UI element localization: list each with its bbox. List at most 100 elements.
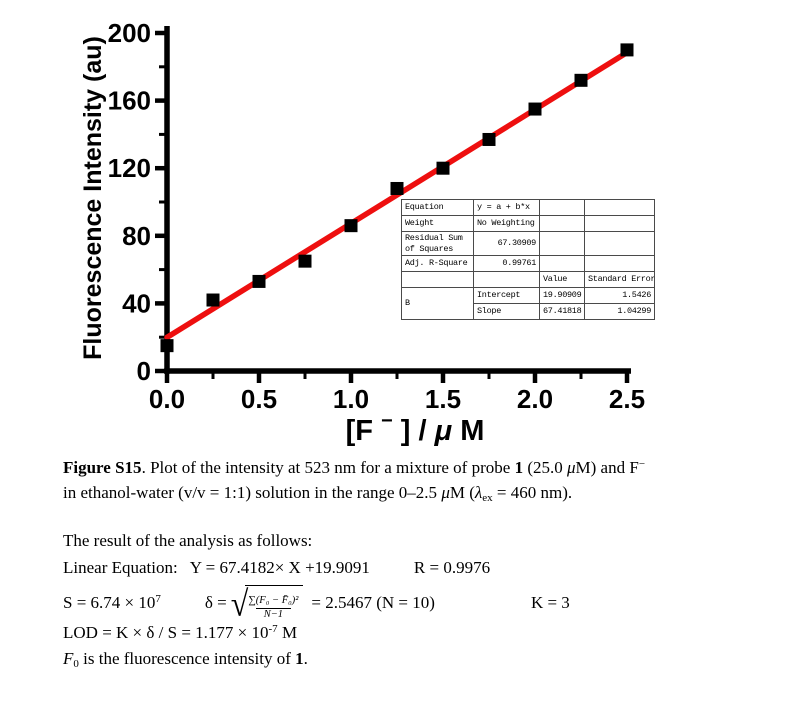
caption-text: . Plot of the intensity at 523 nm for a … xyxy=(141,458,515,477)
caption-text: (25.0 xyxy=(523,458,567,477)
delta-value: = 2.5467 (N = 10) xyxy=(311,593,435,612)
table-cell xyxy=(584,215,655,232)
x-axis-title-part: M xyxy=(460,415,484,447)
data-point-layer xyxy=(160,43,634,353)
radical-sign: √ xyxy=(230,582,249,623)
x-tick-label: 1.0 xyxy=(333,384,369,414)
table-cell: Residual Sum of Squares xyxy=(401,230,474,257)
table-cell xyxy=(539,199,585,216)
table-row: Weight No Weighting xyxy=(401,215,655,232)
caption-text: M ( xyxy=(449,483,475,502)
table-cell xyxy=(473,271,540,289)
table-cell xyxy=(401,271,474,289)
figure-caption: Figure S15. Plot of the intensity at 523… xyxy=(63,452,753,511)
y-tick-label: 200 xyxy=(108,18,151,48)
linear-equation-label: Linear Equation: xyxy=(63,558,178,577)
superscript-minus: − xyxy=(638,458,646,470)
table-cell: No Weighting xyxy=(473,215,540,232)
y-tick-label: 80 xyxy=(122,221,151,251)
lod-exponent: -7 xyxy=(268,623,278,635)
caption-line-2: in ethanol-water (v/v = 1:1) solution in… xyxy=(63,480,753,511)
x-tick-label: 0.0 xyxy=(149,384,185,414)
data-point-marker xyxy=(436,161,450,175)
table-row: B Intercept 19.90909 1.5426 xyxy=(401,287,655,321)
data-point-marker xyxy=(344,219,358,233)
lod-base: LOD = K × δ / S = 1.177 × 10 xyxy=(63,623,269,642)
table-cell: B xyxy=(401,287,474,321)
lambda-symbol: λ xyxy=(474,483,483,502)
sensitivity-value: S = 6.74 × 107 xyxy=(63,593,161,613)
table-row: Slope 67.41818 1.04299 xyxy=(402,303,655,321)
sensitivity-base: S = 6.74 × 10 xyxy=(63,593,156,612)
table-cell xyxy=(539,230,585,257)
delta-lhs: δ = xyxy=(204,593,227,612)
f0-note-text: is the fluorescence intensity of xyxy=(78,649,296,668)
table-cell: Weight xyxy=(401,215,474,232)
f0-note-text: . xyxy=(303,649,308,668)
table-cell: Equation xyxy=(401,199,474,216)
table-cell xyxy=(584,255,655,273)
table-cell xyxy=(584,199,655,216)
axis-tick-labels: 0 40 80 120 160 200 0.0 0.5 1.0 1.5 2.0 2.5 xyxy=(108,18,645,414)
axes xyxy=(164,26,631,374)
data-point-marker xyxy=(528,102,542,116)
square-root-expression: √ ∑(F₀ − F̄₀)² N−1 xyxy=(231,585,304,620)
f0-symbol: F xyxy=(63,649,74,668)
table-cell: 1.5426 xyxy=(584,287,655,305)
table-cell xyxy=(539,255,585,273)
table-cell: 19.90909 xyxy=(539,287,585,305)
k-value: K = 3 xyxy=(530,593,570,612)
lod-unit: M xyxy=(277,623,298,642)
figure-label: Figure S15 xyxy=(63,458,142,477)
table-cell: Value xyxy=(539,271,585,289)
y-axis-title: Fluorescence Intensity (au) xyxy=(79,36,107,360)
linear-equation-line: Linear Equation: Y = 67.4182× X +19.9091 R… xyxy=(63,558,490,578)
caption-text: = 460 nm). xyxy=(492,483,573,502)
mu-symbol: μ xyxy=(566,458,576,477)
probe-number: 1 xyxy=(514,458,524,477)
data-point-marker xyxy=(252,274,266,288)
table-cell: 1.04299 xyxy=(584,303,655,321)
y-tick-label: 0 xyxy=(137,356,151,386)
radicand: ∑(F₀ − F̄₀)² N−1 xyxy=(245,585,304,620)
table-cell: Intercept xyxy=(473,287,540,305)
data-point-marker xyxy=(298,254,312,268)
probe-number: 1 xyxy=(295,649,304,668)
lod-parameters-line: S = 6.74 × 107 δ = √ ∑(F₀ − F̄₀)² N−1 = … xyxy=(63,585,570,621)
caption-text: M) and F xyxy=(575,458,639,477)
caption-text: in ethanol-water (v/v = 1:1) solution in… xyxy=(63,483,442,502)
x-axis-title-part: [F xyxy=(346,415,373,447)
analysis-intro: The result of the analysis as follows: xyxy=(63,531,313,550)
data-point-marker xyxy=(160,339,174,353)
scatter-chart: Fluorescence Intensity (au) 0 40 80 120 160 2… xyxy=(79,18,645,447)
table-cell xyxy=(539,215,585,232)
table-cell: Adj. R-Square xyxy=(401,255,474,273)
table-cell xyxy=(584,230,655,257)
r-value: R = 0.9976 xyxy=(413,558,491,577)
x-tick-label: 0.5 xyxy=(241,384,277,414)
data-point-marker xyxy=(390,181,404,195)
axis-ticks xyxy=(155,30,630,383)
mu-symbol: μ xyxy=(434,415,453,447)
data-point-marker xyxy=(206,293,220,307)
data-point-marker xyxy=(482,132,496,146)
y-tick-label: 40 xyxy=(122,288,151,318)
table-row: Residual Sum of Squares 67.30909 xyxy=(401,230,655,257)
fraction: ∑(F₀ − F̄₀)² N−1 xyxy=(248,595,298,620)
table-cell: 67.30909 xyxy=(473,230,540,257)
table-cell: 0.99761 xyxy=(473,255,540,273)
f0-subscript: 0 xyxy=(73,658,79,670)
f0-note-line: F0 is the fluorescence intensity of 1. xyxy=(63,649,308,670)
table-cell: Slope xyxy=(473,303,540,321)
linear-equation-value: Y = 67.4182× X +19.9091 xyxy=(189,558,370,577)
data-point-marker xyxy=(620,43,634,57)
y-tick-label: 160 xyxy=(108,86,151,116)
fraction-denominator: N−1 xyxy=(255,607,292,621)
regression-table: Equation y = a + b*x Weight No Weighting… xyxy=(401,199,655,321)
x-axis-title: [F − ] / μ M xyxy=(346,402,485,447)
lod-result-line: LOD = K × δ / S = 1.177 × 10-7 M xyxy=(63,623,297,643)
table-cell: 67.41818 xyxy=(539,303,585,321)
data-point-marker xyxy=(574,73,588,87)
x-axis-title-part: ] / xyxy=(401,415,435,447)
